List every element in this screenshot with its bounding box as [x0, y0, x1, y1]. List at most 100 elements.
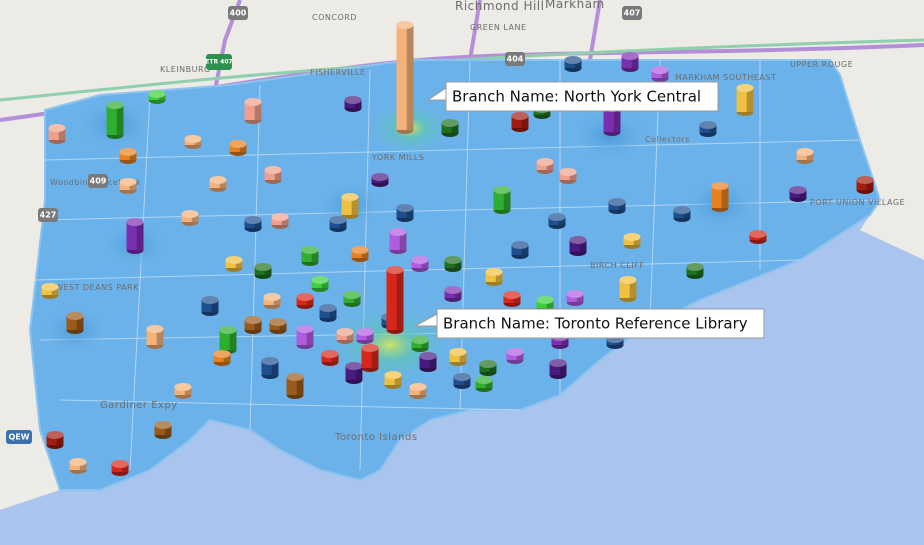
column-part — [419, 352, 437, 360]
column-part — [223, 354, 231, 362]
column-part — [148, 90, 166, 98]
column-part — [181, 210, 199, 218]
column-part — [406, 208, 414, 218]
column-part — [119, 148, 137, 156]
column-part — [271, 361, 279, 375]
column-part — [264, 166, 282, 174]
column-part — [244, 98, 262, 106]
place-label: WEST DEANS PARK — [55, 283, 139, 292]
column-part — [184, 387, 192, 395]
column-part — [623, 233, 641, 241]
column-part — [506, 348, 524, 356]
column-part — [76, 316, 84, 330]
column-part — [264, 170, 282, 180]
column-part — [279, 322, 287, 330]
column-part — [409, 383, 427, 391]
column-part — [321, 350, 339, 358]
column-part — [235, 260, 243, 268]
column-part — [711, 182, 729, 190]
column-part — [296, 293, 314, 301]
column-part — [281, 217, 289, 225]
column-part — [441, 123, 459, 133]
tooltip: Branch Name: Toronto Reference Library — [414, 308, 765, 339]
column-part — [269, 318, 287, 326]
column-part — [229, 330, 237, 350]
column-part — [244, 216, 262, 224]
column-part — [521, 245, 529, 255]
column-part — [396, 21, 414, 29]
highway-label: 427 — [40, 211, 57, 220]
column-part — [58, 128, 66, 140]
column-part — [856, 180, 874, 190]
column-part — [429, 356, 437, 368]
column-part — [449, 352, 467, 362]
column-part — [566, 290, 584, 298]
column-part — [495, 272, 503, 282]
column-part — [503, 190, 511, 210]
column-part — [343, 291, 361, 299]
column-part — [561, 337, 569, 345]
tooltip-text: Branch Name: North York Central — [452, 88, 701, 106]
column-part — [201, 296, 219, 304]
column-part — [485, 272, 503, 282]
column-part — [121, 464, 129, 472]
land — [0, 430, 60, 510]
column-part — [56, 435, 64, 445]
column-part — [454, 260, 462, 268]
column-part — [244, 316, 262, 324]
column-part — [453, 373, 471, 381]
column-part — [576, 294, 584, 302]
column-part — [651, 66, 669, 74]
column-part — [339, 220, 347, 228]
column-part — [254, 102, 262, 120]
highway-label: 409 — [90, 177, 107, 186]
column-part — [336, 328, 354, 336]
column-part — [209, 176, 227, 184]
place-label: Collectors — [645, 135, 690, 144]
column-part — [569, 236, 587, 244]
column-part — [746, 88, 754, 112]
column-part — [184, 135, 202, 143]
column-part — [521, 116, 529, 128]
column-part — [274, 170, 282, 180]
place-label: MARKHAM SOUTHEAST — [675, 73, 776, 82]
column-part — [306, 329, 314, 345]
column-part — [536, 158, 554, 166]
column-part — [119, 178, 137, 186]
highway-label: 407 — [624, 9, 641, 18]
column-part — [389, 228, 407, 236]
column-part — [696, 267, 704, 275]
column-part — [673, 206, 691, 214]
place-label: PORT UNION VILLAGE — [810, 198, 905, 207]
tooltip-box — [436, 308, 765, 339]
column-part — [361, 344, 379, 352]
column-part — [503, 291, 521, 299]
column-part — [371, 173, 389, 181]
column-part — [351, 197, 359, 215]
column-part — [219, 180, 227, 188]
column-part — [229, 140, 247, 148]
column-part — [48, 124, 66, 132]
column-part — [444, 256, 462, 264]
column-part — [154, 421, 172, 429]
column-part — [629, 280, 637, 298]
column-part — [796, 148, 814, 156]
column-part — [686, 263, 704, 271]
column-part — [174, 383, 192, 391]
column-part — [263, 293, 281, 301]
column-part — [319, 308, 337, 318]
column-part — [331, 354, 339, 362]
column-part — [454, 290, 462, 298]
column-part — [239, 144, 247, 152]
column-part — [244, 320, 262, 330]
column-part — [191, 214, 199, 222]
column-part — [384, 371, 402, 379]
column-part — [136, 222, 144, 250]
column-part — [286, 373, 304, 381]
column-part — [345, 362, 363, 370]
column-part — [254, 220, 262, 228]
column-part — [126, 218, 144, 226]
column-part — [421, 260, 429, 268]
column-part — [41, 283, 59, 291]
column-part — [353, 295, 361, 303]
